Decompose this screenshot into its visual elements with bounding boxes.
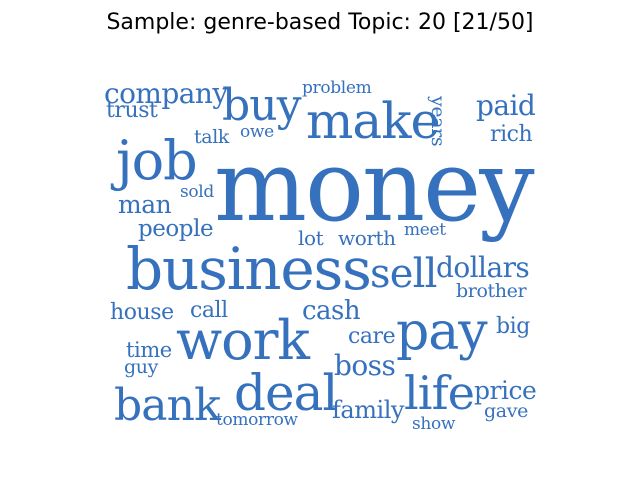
word-man: man (118, 190, 172, 219)
word-buy: buy (222, 80, 302, 131)
word-make: make (306, 92, 440, 150)
word-life: life (404, 366, 475, 420)
word-talk: talk (194, 126, 230, 148)
word-big: big (496, 314, 530, 339)
word-sell: sell (370, 251, 437, 297)
word-tomorrow: tomorrow (216, 410, 298, 430)
word-lot: lot (298, 226, 324, 250)
word-problem: problem (302, 78, 372, 98)
word-sold: sold (180, 182, 214, 202)
word-owe: owe (240, 122, 274, 142)
word-meet: meet (404, 220, 446, 240)
word-worth: worth (338, 226, 396, 250)
word-time: time (126, 338, 172, 362)
word-rich: rich (490, 122, 533, 147)
word-family: family (332, 396, 404, 424)
word-brother: brother (456, 280, 527, 302)
word-price: price (474, 376, 537, 405)
word-paid: paid (476, 89, 536, 122)
word-people: people (138, 216, 214, 242)
word-years: years (427, 96, 449, 147)
word-work: work (176, 309, 310, 372)
word-deal: deal (234, 364, 338, 422)
word-guy: guy (124, 356, 158, 378)
word-company: company (104, 77, 228, 110)
word-bank: bank (114, 380, 221, 431)
word-boss: boss (334, 349, 396, 382)
word-care: care (348, 324, 396, 349)
word-gave: gave (484, 400, 528, 422)
word-money: money (214, 130, 535, 244)
chart-title: Sample: genre-based Topic: 20 [21/50] (106, 10, 534, 35)
word-job: job (116, 129, 198, 192)
word-cash: cash (302, 296, 361, 326)
word-pay: pay (396, 302, 488, 362)
word-house: house (110, 300, 174, 325)
word-trust: trust (106, 98, 158, 123)
word-business: business (126, 235, 372, 303)
word-show: show (412, 414, 456, 434)
word-dollars: dollars (436, 251, 530, 284)
word-call: call (190, 298, 228, 323)
